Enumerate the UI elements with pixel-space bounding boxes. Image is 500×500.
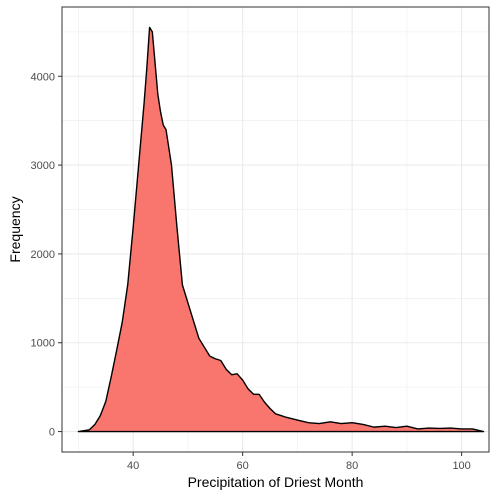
y-axis-title: Frequency xyxy=(7,196,23,262)
axis-ticks xyxy=(58,75,463,456)
density-area xyxy=(77,26,485,433)
panel-border xyxy=(61,6,490,453)
y-tick-labels: 0 1000 2000 3000 4000 xyxy=(31,71,55,438)
y-tick-label: 3000 xyxy=(31,160,55,172)
y-tick-label: 2000 xyxy=(31,249,55,261)
x-tick-label: 60 xyxy=(237,460,249,472)
x-tick-label: 100 xyxy=(452,460,470,472)
x-tick-label: 80 xyxy=(346,460,358,472)
x-axis-title: Precipitation of Driest Month xyxy=(188,474,364,490)
y-tick-label: 1000 xyxy=(31,338,55,350)
x-tick-label: 40 xyxy=(127,460,139,472)
y-tick-label: 0 xyxy=(49,427,55,439)
x-tick-labels: 40 60 80 100 xyxy=(127,460,471,472)
y-tick-label: 4000 xyxy=(31,71,55,83)
